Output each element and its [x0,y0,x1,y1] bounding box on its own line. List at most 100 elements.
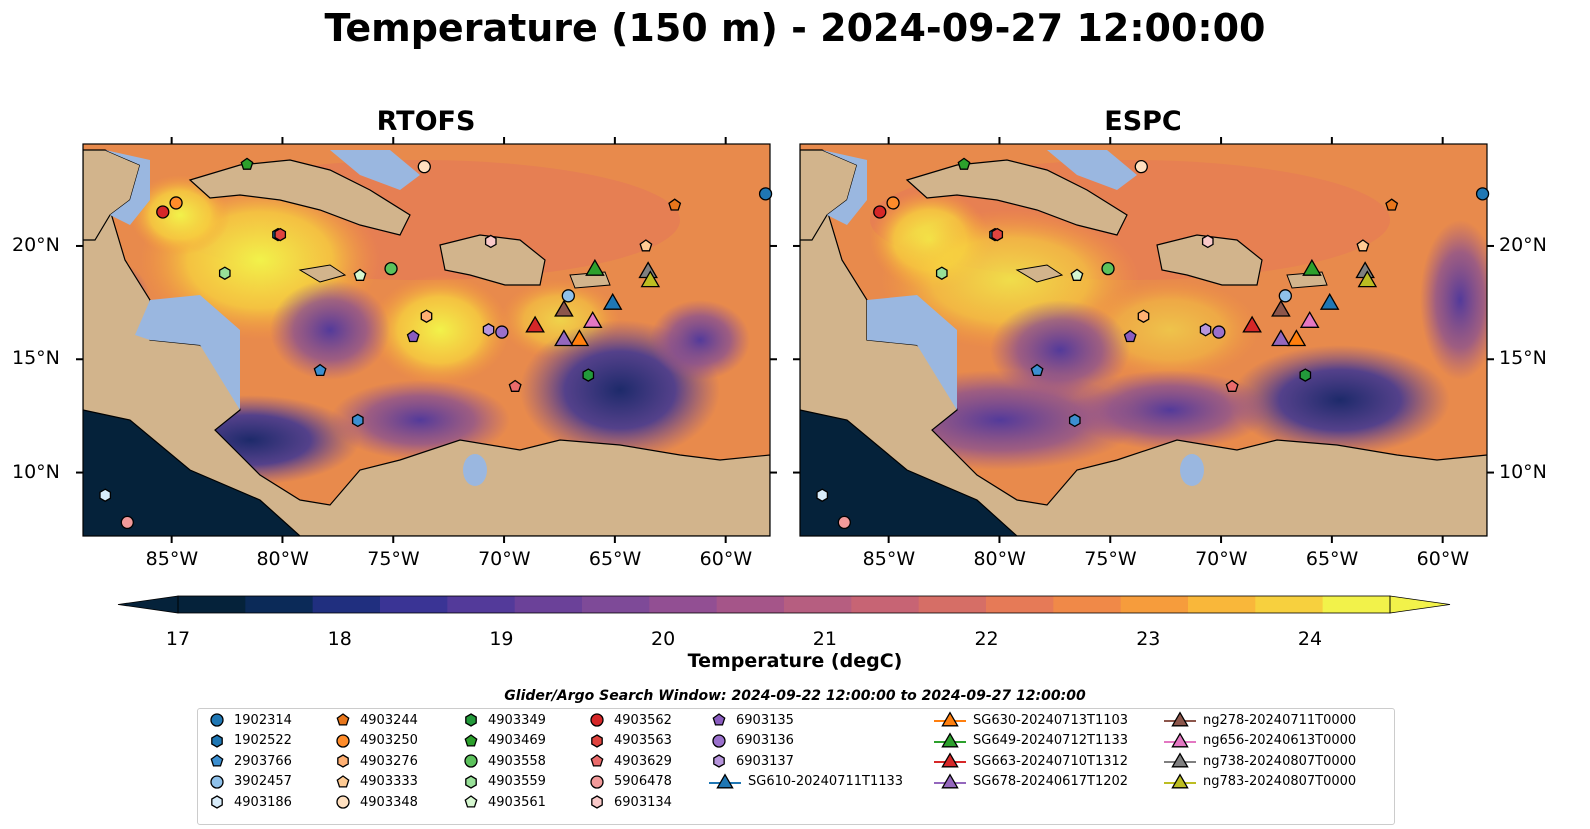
argo-float-marker [1123,329,1137,343]
x-tick-label: 60°W [1416,548,1470,570]
legend-symbol [712,713,726,726]
colorbar-segment [380,596,448,613]
legend-label: ng278-20240711T0000 [1203,712,1357,728]
legend-marker-icon [591,733,603,748]
argo-float-marker [1068,413,1081,428]
colorbar-segment [178,596,246,613]
argo-float-marker [1475,187,1490,201]
colorbar-segment [582,596,650,613]
argo-float-marker [1199,323,1212,337]
y-tick-label: 20°N [12,233,60,256]
legend-label: ng656-20240613T0000 [1203,733,1357,748]
legend-item: 1902314 [206,711,292,729]
legend-marker-icon [464,754,478,768]
legend-item: 4903348 [332,793,418,811]
colorbar-segment [1322,596,1391,613]
legend-label: SG649-20240712T1133 [973,733,1129,748]
y-tick-label: 10°N [1499,460,1547,483]
y-tick-label: 10°N [12,460,60,483]
legend-label: 4903559 [488,774,546,789]
legend-label: 4903186 [234,794,292,810]
legend-marker-icon [464,795,478,808]
legend-symbol [336,733,350,748]
argo-float-marker [417,160,431,174]
x-tick-label: 60°W [699,548,753,570]
x-tick-label: 85°W [145,548,199,570]
legend-label: 4903333 [360,774,418,789]
glider-marker [1299,311,1320,328]
colorbar-segment [312,596,381,613]
legend-item: 6903135 [708,711,794,729]
legend-marker-icon [336,713,350,726]
argo-float-marker [886,196,900,210]
legend-symbol [591,795,603,809]
legend-label: 1902314 [234,712,292,728]
legend-symbol [336,774,350,788]
legend-label: 3902457 [234,774,292,789]
legend-symbol [712,733,726,748]
argo-float-marker [668,198,682,211]
legend-label: 5906478 [614,774,672,789]
legend-symbol [210,754,224,767]
legend-label: SG630-20240713T1103 [973,712,1129,728]
argo-float-marker [1212,325,1226,339]
argo-float-marker [384,261,398,276]
legend-label: 4903561 [488,794,546,810]
legend-triangle [1171,772,1189,788]
panel-title-espc: ESPC [1104,106,1182,137]
colorbar-tick-label: 17 [165,628,191,650]
legend-item: 6903137 [708,752,794,770]
legend-item: 4903276 [332,752,418,770]
colorbar-extend-high [1389,595,1451,614]
argo-float-marker [582,368,595,382]
argo-float-marker [561,289,575,303]
legend-triangle [716,772,734,788]
legend-item: ng656-20240613T0000 [1163,731,1357,750]
legend-label: 4903563 [614,733,672,748]
legend-marker-icon [337,754,349,768]
x-tick-label: 70°W [478,548,531,570]
legend-label: SG663-20240710T1312 [973,753,1129,769]
legend-item: 4903562 [586,711,672,729]
y-tick-label: 15°N [1499,347,1547,370]
legend-item: 6903134 [586,793,672,811]
legend-symbol [211,733,223,748]
colorbar [117,595,1451,614]
legend-item: SG649-20240712T1133 [933,731,1129,750]
colorbar-segment [1255,596,1324,613]
legend: 1902314 1902522 2903766 3902457 4903186 49032… [197,708,1395,825]
glider-marker [554,299,574,317]
x-tick-label: 65°W [588,548,642,570]
legend-marker-icon [210,754,224,767]
legend-marker-icon [210,774,224,789]
argo-float-marker [935,266,948,280]
legend-marker-icon [934,752,966,768]
colorbar-tick-label: 21 [812,628,837,650]
legend-marker-icon [211,795,223,809]
colorbar-tick-label: 22 [974,628,999,650]
argo-float-marker [1030,363,1044,377]
colorbar-tick-label: 20 [651,628,676,650]
colorbar-segment [649,596,718,613]
argo-float-marker [351,413,364,428]
legend-item: 4903559 [460,773,546,791]
argo-float-marker [1225,379,1239,392]
argo-float-marker [1299,368,1312,382]
argo-float-marker [120,515,134,530]
argo-float-marker [957,157,971,170]
argo-float-marker [1070,268,1084,281]
x-tick-label: 70°W [1195,548,1248,570]
colorbar-segment [514,596,583,613]
legend-item: 4903629 [586,752,672,770]
legend-item: 4903250 [332,732,418,750]
legend-triangle [941,731,959,747]
colorbar-segment [784,596,852,613]
legend-marker-icon [713,754,725,768]
legend-marker-icon [934,731,966,747]
colorbar-segment [447,596,516,613]
legend-symbol [337,754,349,768]
y-tick-label: 15°N [12,347,60,370]
legend-triangle [1171,752,1189,768]
legend-item: 6903136 [708,732,794,750]
colorbar-extend-low [117,595,179,614]
